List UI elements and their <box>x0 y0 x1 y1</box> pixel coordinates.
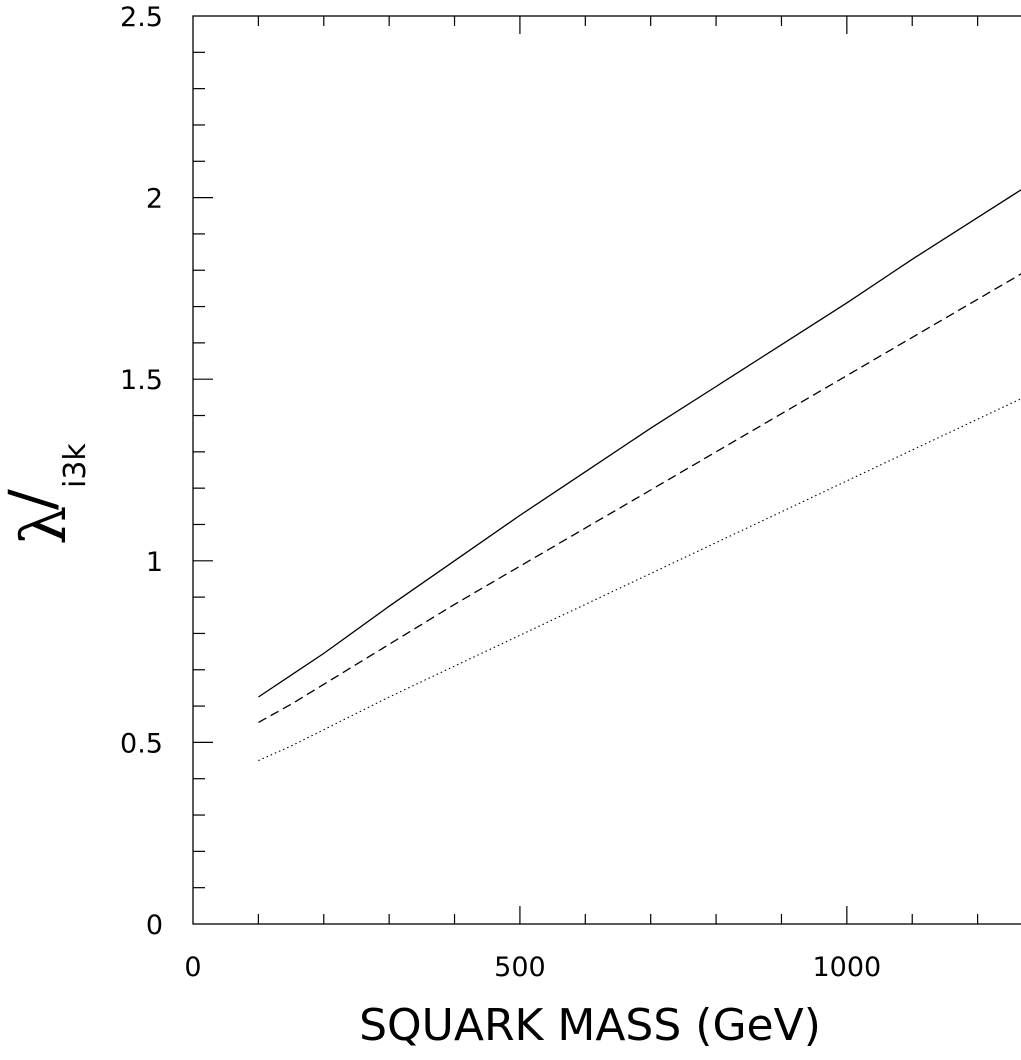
x-axis-ticks <box>257 16 979 924</box>
series-line-dotted <box>258 398 1021 762</box>
y-tick-label: 2 <box>146 184 163 215</box>
x-axis-tick-labels: 0 500 1000 <box>184 952 881 983</box>
y-tick-label: 0 <box>146 910 163 941</box>
series-line-solid <box>258 189 1021 698</box>
y-axis-label: λ / i3k <box>0 443 93 545</box>
x-axis-label: SQUARK MASS (GeV) <box>359 1000 821 1051</box>
y-axis-tick-labels: 0 0.5 1 1.5 2 2.5 <box>120 2 163 941</box>
y-tick-label: 1 <box>146 547 163 578</box>
x-tick-label: 500 <box>494 952 546 983</box>
series-line-dashed <box>258 273 1021 723</box>
y-tick-label: 1.5 <box>120 365 163 396</box>
series-layer <box>258 189 1021 762</box>
y-axis-label-prime: / <box>0 489 68 510</box>
x-tick-label: 0 <box>184 952 201 983</box>
plot-frame <box>192 15 1021 925</box>
y-axis-ticks <box>193 51 213 889</box>
y-tick-label: 0.5 <box>120 728 163 759</box>
y-axis-label-symbol: λ <box>7 506 80 545</box>
y-tick-label: 2.5 <box>120 2 163 33</box>
x-tick-label: 1000 <box>812 952 881 983</box>
y-axis-label-subscript: i3k <box>58 443 93 488</box>
